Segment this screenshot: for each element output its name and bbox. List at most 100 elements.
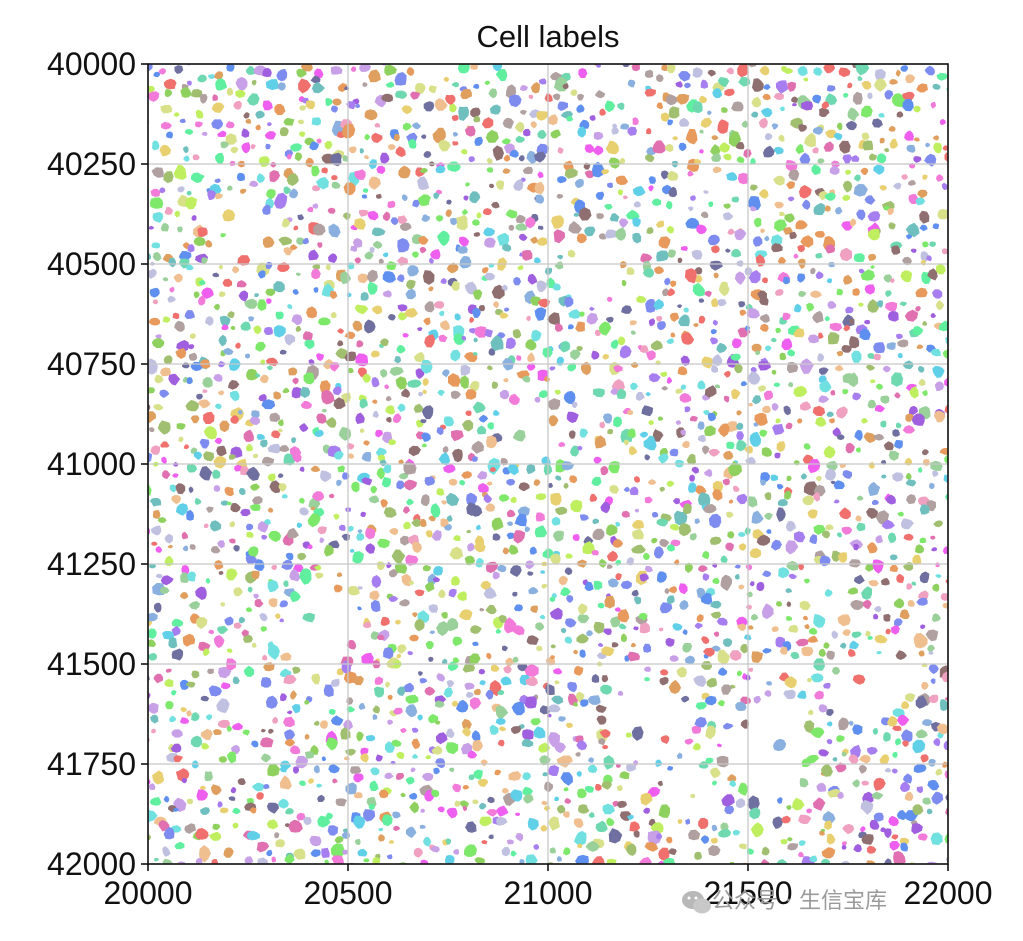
cell-mask <box>599 108 606 116</box>
cell-mask <box>696 614 704 622</box>
cell-mask <box>380 368 388 378</box>
cell-mask <box>203 426 218 440</box>
cell-mask <box>411 122 422 130</box>
cell-mask <box>431 745 443 755</box>
cell-mask <box>403 682 415 693</box>
cell-mask <box>399 222 412 231</box>
cell-mask <box>525 338 537 351</box>
cell-mask <box>763 84 771 90</box>
cell-mask <box>880 395 890 404</box>
cell-mask <box>668 679 682 694</box>
cell-mask <box>806 808 813 814</box>
cell-mask <box>846 372 859 388</box>
cell-mask <box>646 350 656 361</box>
cell-mask <box>572 402 578 409</box>
cell-mask <box>218 756 227 763</box>
cell-mask <box>153 71 161 78</box>
cell-mask <box>486 809 498 817</box>
cell-mask <box>335 798 347 807</box>
cell-mask <box>577 614 590 624</box>
cell-mask <box>823 445 836 459</box>
cell-mask <box>132 394 141 405</box>
cell-mask <box>330 311 337 319</box>
cell-mask <box>439 320 450 331</box>
cell-mask <box>656 571 667 583</box>
cell-mask <box>203 411 215 424</box>
cell-mask <box>839 507 851 520</box>
cell-mask <box>311 165 320 177</box>
cell-mask <box>470 107 481 118</box>
cell-mask <box>424 582 435 593</box>
cell-mask <box>443 523 452 531</box>
cell-mask <box>842 470 853 479</box>
cell-mask <box>807 334 819 344</box>
cell-mask <box>937 209 948 220</box>
cell-mask <box>383 507 397 518</box>
cell-mask <box>932 365 945 378</box>
cell-mask <box>277 428 283 433</box>
cell-mask <box>502 244 512 252</box>
cell-mask <box>837 791 844 799</box>
cell-mask <box>171 729 183 738</box>
cell-mask <box>400 792 406 798</box>
cell-mask <box>761 846 770 856</box>
cell-mask <box>351 481 360 493</box>
cell-mask <box>402 122 412 131</box>
cell-mask <box>446 807 458 819</box>
cell-mask <box>798 814 812 825</box>
cell-mask <box>773 175 785 186</box>
cell-mask <box>871 791 884 800</box>
cell-mask <box>213 485 221 492</box>
cell-mask <box>412 541 422 553</box>
cell-mask <box>461 335 467 341</box>
cell-mask <box>283 674 297 685</box>
cell-mask <box>423 101 435 112</box>
cell-mask <box>658 236 671 249</box>
cell-mask <box>410 767 416 773</box>
cell-mask <box>832 666 841 675</box>
cell-mask <box>158 820 170 832</box>
cell-mask <box>510 850 517 857</box>
cell-mask <box>625 732 632 738</box>
cell-mask <box>906 144 916 153</box>
cell-mask <box>716 617 728 626</box>
cell-mask <box>695 274 703 283</box>
cell-mask <box>222 209 236 222</box>
cell-mask <box>193 236 206 247</box>
cell-mask <box>564 636 573 644</box>
cell-mask <box>294 152 303 162</box>
cell-mask <box>912 325 924 336</box>
cell-mask <box>220 500 229 506</box>
cell-mask <box>660 669 669 676</box>
cell-mask <box>357 273 370 284</box>
cell-mask <box>148 612 158 622</box>
cell-mask <box>420 808 426 813</box>
cell-mask <box>564 168 578 179</box>
cell-mask <box>756 581 765 592</box>
cell-mask <box>630 330 637 335</box>
cell-mask <box>412 612 418 618</box>
cell-mask <box>533 844 540 850</box>
cell-mask <box>463 195 469 201</box>
cell-mask <box>678 117 690 127</box>
cell-mask <box>503 864 511 872</box>
cell-mask <box>657 453 669 464</box>
cell-mask <box>734 229 747 241</box>
cell-mask <box>372 51 382 59</box>
cell-mask <box>171 625 181 637</box>
cell-mask <box>375 429 384 438</box>
cell-mask <box>308 249 319 261</box>
cell-mask <box>720 574 733 591</box>
cell-mask <box>749 807 761 820</box>
cell-mask <box>362 188 369 193</box>
cell-mask <box>879 185 887 191</box>
cell-mask <box>597 602 605 609</box>
cell-mask <box>330 290 338 300</box>
cell-mask <box>880 578 890 586</box>
cell-mask <box>788 573 797 580</box>
cell-mask <box>236 280 247 288</box>
cell-mask <box>380 616 390 626</box>
cell-mask <box>594 90 606 99</box>
cell-mask <box>469 653 481 666</box>
cell-mask <box>239 188 247 194</box>
